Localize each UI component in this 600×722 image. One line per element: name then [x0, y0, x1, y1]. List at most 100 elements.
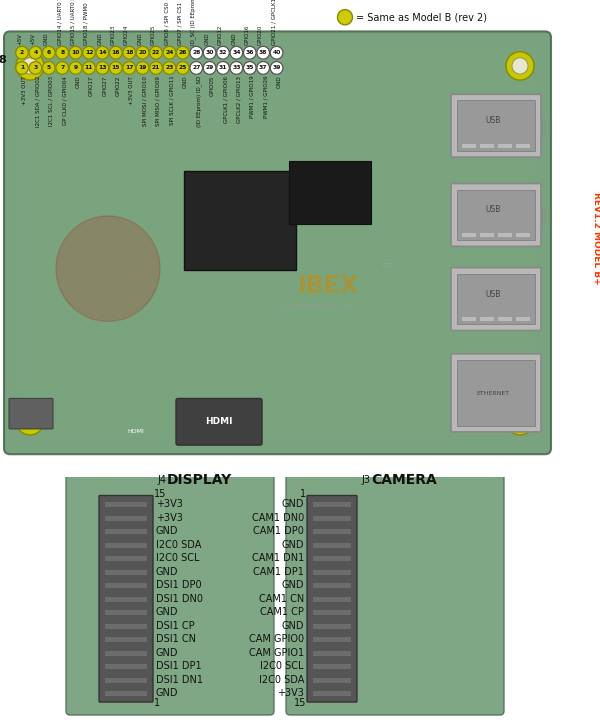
Text: HDMI: HDMI [205, 417, 233, 426]
Text: PWM1 / GPIO26: PWM1 / GPIO26 [263, 76, 268, 118]
Text: GND: GND [183, 76, 188, 89]
Text: CAM1 DP1: CAM1 DP1 [253, 567, 304, 577]
Text: 25: 25 [179, 66, 187, 71]
Text: DISPLAY: DISPLAY [167, 472, 232, 487]
Text: (ID EEprom) ID_SD: (ID EEprom) ID_SD [196, 76, 202, 127]
Text: CAM1 CN: CAM1 CN [259, 593, 304, 604]
Text: I2C0 SCL: I2C0 SCL [260, 661, 304, 671]
FancyBboxPatch shape [307, 495, 357, 702]
Bar [313, 597, 351, 601]
Text: I2C0 SCL: I2C0 SCL [156, 553, 199, 563]
Text: GND: GND [76, 76, 80, 89]
Text: J4: J4 [157, 474, 166, 484]
Bar [480, 318, 494, 321]
FancyBboxPatch shape [457, 274, 535, 324]
Circle shape [217, 46, 229, 59]
Bar [462, 233, 476, 238]
Text: 13: 13 [98, 66, 107, 71]
Text: 2: 2 [20, 51, 24, 55]
Circle shape [230, 61, 243, 74]
Text: CAM GPIO0: CAM GPIO0 [249, 634, 304, 644]
Text: GND: GND [277, 76, 281, 89]
Bar [105, 557, 147, 561]
FancyBboxPatch shape [4, 32, 551, 454]
Text: USB: USB [485, 290, 500, 298]
Circle shape [217, 61, 229, 74]
Text: GND: GND [156, 526, 179, 536]
Bar [313, 664, 351, 669]
Text: 8: 8 [60, 51, 64, 55]
Text: 11: 11 [85, 66, 93, 71]
Text: GND: GND [137, 32, 143, 45]
Circle shape [70, 61, 82, 74]
Bar [105, 677, 147, 682]
Text: 18: 18 [125, 51, 133, 55]
Text: GND: GND [156, 688, 179, 698]
Circle shape [230, 46, 243, 59]
Bar [313, 570, 351, 575]
Text: 35: 35 [245, 66, 254, 71]
Text: CAM1 CP: CAM1 CP [260, 607, 304, 617]
Bar [462, 144, 476, 148]
Text: GND: GND [281, 540, 304, 550]
Text: IBEX: IBEX [298, 274, 359, 298]
Text: 34: 34 [232, 51, 241, 55]
Bar [313, 691, 351, 696]
Text: 4: 4 [33, 51, 38, 55]
Text: GPIO20: GPIO20 [258, 25, 263, 45]
Text: GND: GND [156, 648, 179, 658]
Circle shape [22, 413, 38, 429]
Text: GPIO7 / SPI CS1: GPIO7 / SPI CS1 [178, 1, 183, 45]
Text: GND: GND [232, 32, 236, 45]
Circle shape [150, 46, 162, 59]
Circle shape [190, 61, 203, 74]
Circle shape [110, 46, 122, 59]
Bar [313, 677, 351, 682]
Circle shape [123, 46, 136, 59]
Text: PWM1 / GPIO19: PWM1 / GPIO19 [250, 76, 255, 118]
Text: I2C0 SDA: I2C0 SDA [156, 540, 202, 550]
FancyBboxPatch shape [451, 95, 541, 157]
Circle shape [203, 46, 216, 59]
Bar [313, 610, 351, 615]
Text: +3V3: +3V3 [156, 513, 183, 523]
FancyBboxPatch shape [451, 183, 541, 246]
Circle shape [96, 46, 109, 59]
Circle shape [136, 46, 149, 59]
Text: 29: 29 [205, 66, 214, 71]
Bar [313, 557, 351, 561]
Text: 36: 36 [245, 51, 254, 55]
Bar [313, 529, 351, 534]
Text: 5: 5 [47, 66, 51, 71]
Circle shape [244, 61, 256, 74]
Text: CAMERA: CAMERA [371, 472, 437, 487]
Text: = Same as Model B (rev 2): = Same as Model B (rev 2) [356, 12, 487, 22]
Text: GPIO14 / UART0 TX: GPIO14 / UART0 TX [57, 0, 62, 45]
Text: CAM1 DN0: CAM1 DN0 [252, 513, 304, 523]
Text: +3V3: +3V3 [277, 688, 304, 698]
Circle shape [150, 61, 162, 74]
Bar [480, 144, 494, 148]
Text: C70: C70 [383, 263, 394, 268]
Text: 13261: 13261 [542, 116, 548, 136]
Text: 16: 16 [112, 51, 120, 55]
Text: ETHERNET: ETHERNET [476, 391, 509, 396]
Circle shape [337, 9, 353, 25]
Text: 10: 10 [71, 51, 80, 55]
Text: SPI SCLK / GPIO11: SPI SCLK / GPIO11 [169, 76, 175, 126]
Text: 3: 3 [33, 66, 38, 71]
Bar [105, 516, 147, 521]
Text: GPIO18 / PWM0: GPIO18 / PWM0 [84, 2, 89, 45]
Text: 12: 12 [85, 51, 93, 55]
Circle shape [96, 61, 109, 74]
Text: GPIO25: GPIO25 [151, 25, 156, 45]
Text: GND: GND [205, 32, 209, 45]
FancyBboxPatch shape [9, 399, 53, 429]
Bar [105, 570, 147, 575]
Circle shape [176, 46, 189, 59]
Text: ID_SC (ID EEprom): ID_SC (ID EEprom) [191, 0, 196, 45]
Text: GPIO22: GPIO22 [116, 76, 121, 96]
Circle shape [163, 61, 176, 74]
Text: 7: 7 [60, 66, 64, 71]
Text: GND: GND [156, 567, 179, 577]
